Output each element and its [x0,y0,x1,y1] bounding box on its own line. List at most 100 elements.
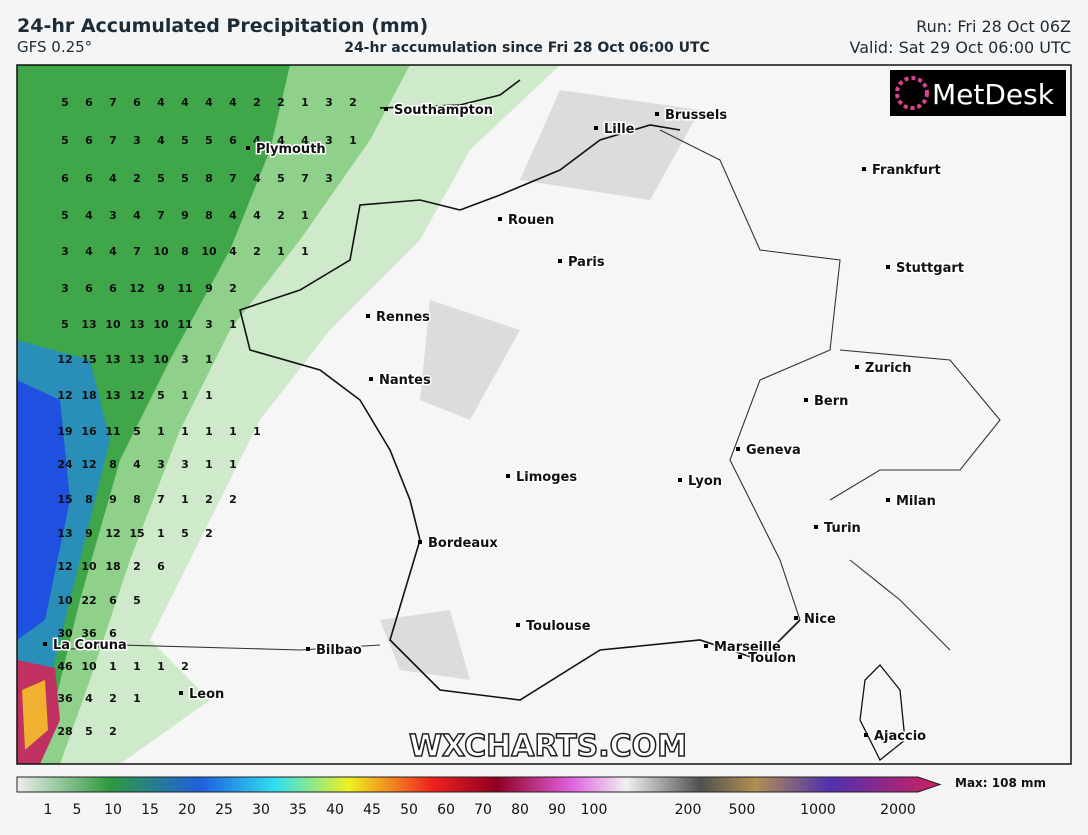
grid-value: 11 [105,425,120,438]
grid-value: 1 [157,660,165,673]
grid-value: 3 [325,134,333,147]
city-label: Stuttgart [896,261,964,276]
grid-value: 7 [109,134,117,147]
city-label: Ajaccio [874,729,926,744]
grid-value: 3 [61,245,69,258]
colorbar-label: 100 [581,802,608,818]
grid-value: 4 [253,209,261,222]
city-dot [804,398,808,402]
colorbar-label: 10 [104,802,122,818]
grid-value: 5 [133,594,141,607]
grid-value: 1 [301,96,309,109]
grid-value: 7 [157,493,165,506]
grid-value: 8 [181,245,189,258]
grid-value: 3 [181,458,189,471]
grid-value: 1 [277,245,285,258]
city-dot [594,126,598,130]
city-dot [704,644,708,648]
model: GFS 0.25° [17,38,92,56]
grid-value: 10 [201,245,217,258]
grid-value: 6 [85,172,93,185]
city-dot [246,146,250,150]
city-label: Plymouth [256,142,326,157]
grid-value: 1 [157,527,165,540]
grid-value: 2 [205,527,213,540]
grid-value: 2 [181,660,189,673]
grid-value: 1 [133,660,141,673]
grid-value: 4 [133,458,141,471]
city-label: Toulon [748,651,796,666]
grid-value: 12 [81,458,96,471]
grid-value: 5 [61,134,69,147]
grid-value: 2 [277,96,285,109]
grid-value: 5 [61,209,69,222]
grid-value: 4 [301,134,309,147]
grid-value: 13 [81,318,96,331]
grid-value: 15 [57,493,72,506]
grid-value: 9 [181,209,189,222]
colorbar-label: 500 [729,802,756,818]
grid-value: 12 [57,353,72,366]
grid-value: 10 [81,560,97,573]
grid-value: 5 [181,134,189,147]
grid-value: 1 [133,692,141,705]
grid-value: 4 [85,245,93,258]
grid-value: 2 [205,493,213,506]
grid-value: 4 [205,96,213,109]
city-label: Zurich [865,361,912,376]
grid-value: 4 [157,96,165,109]
grid-value: 4 [133,209,141,222]
city-label: Limoges [516,470,577,485]
grid-value: 8 [109,458,117,471]
grid-value: 2 [133,172,141,185]
grid-value: 5 [61,96,69,109]
grid-value: 7 [301,172,309,185]
grid-value: 1 [109,660,117,673]
grid-value: 7 [133,245,141,258]
grid-value: 13 [129,318,144,331]
grid-value: 10 [81,660,97,673]
grid-value: 11 [177,318,192,331]
colorbar-label: 50 [400,802,418,818]
colorbar-label: 90 [548,802,566,818]
grid-value: 5 [181,527,189,540]
grid-value: 7 [229,172,237,185]
grid-value: 18 [81,389,96,402]
grid-value: 15 [129,527,144,540]
city-label: Rennes [376,310,430,325]
grid-value: 1 [205,389,213,402]
grid-value: 8 [133,493,141,506]
grid-value: 3 [181,353,189,366]
grid-value: 6 [229,134,237,147]
city-dot [179,691,183,695]
colorbar-label: 25 [215,802,233,818]
grid-value: 36 [81,627,97,640]
city-dot [678,478,682,482]
grid-value: 4 [253,172,261,185]
city-label: Bilbao [316,643,362,658]
city-dot [418,540,422,544]
grid-value: 6 [61,172,69,185]
grid-value: 9 [157,282,165,295]
grid-value: 1 [181,425,189,438]
grid-value: 1 [229,425,237,438]
colorbar-label: 1 [44,802,53,818]
city-label: La Coruna [53,638,127,653]
grid-value: 4 [253,134,261,147]
grid-value: 4 [109,245,117,258]
grid-value: 9 [205,282,213,295]
city-label: Turin [824,521,861,536]
grid-value: 12 [129,389,144,402]
grid-value: 10 [153,245,169,258]
colorbar-label: 45 [363,802,381,818]
grid-value: 6 [85,96,93,109]
city-label: Bordeaux [428,536,498,551]
city-dot [886,265,890,269]
city-dot [886,498,890,502]
city-dot [516,623,520,627]
title: 24-hr Accumulated Precipitation (mm) [17,15,428,37]
subtitle: 24-hr accumulation since Fri 28 Oct 06:0… [344,40,710,56]
grid-value: 3 [157,458,165,471]
grid-value: 4 [157,134,165,147]
